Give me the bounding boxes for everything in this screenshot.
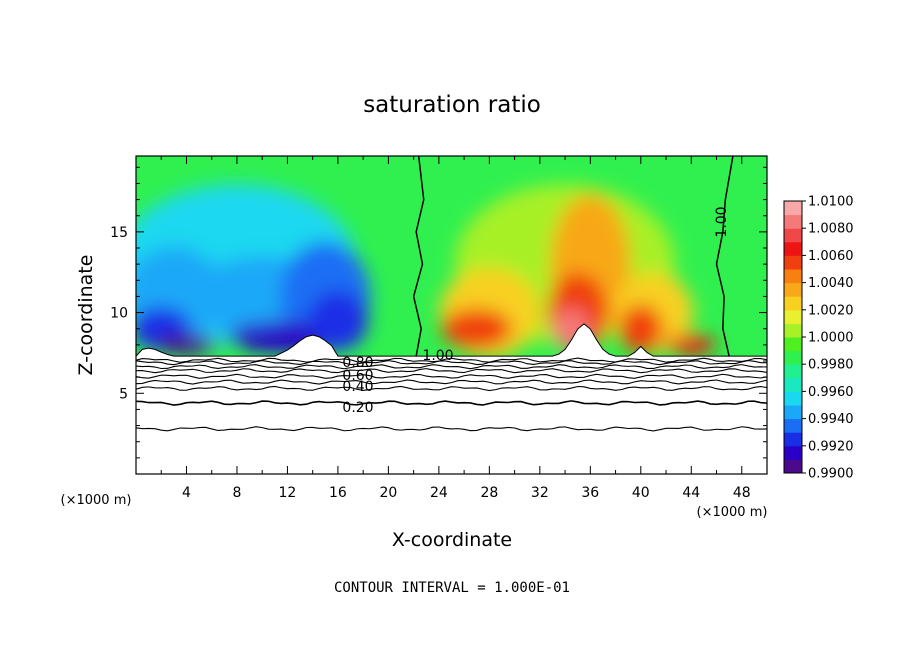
contour-label: 0.40 — [342, 379, 373, 395]
contour-line — [136, 400, 767, 406]
contour-label: 0.80 — [342, 355, 373, 371]
colorbar-swatch — [784, 255, 802, 270]
x-axis-ticks: 4 8 12 16 20 24 28 32 36 40 44 48 — [160, 156, 751, 501]
contour-label-1-00: 1.00 — [714, 206, 730, 237]
contour-line — [136, 364, 767, 370]
colorbar-swatch — [784, 214, 802, 229]
colorbar-tick-label: 0.9920 — [808, 439, 854, 454]
colorbar-swatch — [784, 377, 802, 392]
x-tick-label: 40 — [632, 485, 650, 501]
x-tick-label: 28 — [480, 485, 498, 501]
x-tick-label: 4 — [182, 485, 191, 501]
colorbar-swatch — [784, 337, 802, 352]
colorbar-swatch — [784, 391, 802, 406]
y-tick-label: 10 — [110, 306, 128, 322]
contour-label-1-00: 1.00 — [422, 348, 453, 364]
colorbar-swatch — [784, 350, 802, 365]
x-tick-label: 20 — [379, 485, 397, 501]
colorbar-swatch — [784, 201, 802, 216]
x-tick-label: 12 — [279, 485, 297, 501]
x-axis-label: X-coordinate — [392, 529, 512, 551]
colorbar-tick-label: 0.9980 — [808, 358, 854, 373]
contour-label: 0.20 — [342, 400, 373, 416]
x-tick-label: 24 — [430, 485, 448, 501]
saturation-field — [136, 156, 767, 357]
supersaturated-core — [441, 308, 512, 349]
colorbar-swatch — [784, 323, 802, 338]
contour-line-1-00-1 — [412, 156, 425, 357]
y-axis-ticks: 5 10 15 — [110, 166, 767, 459]
contour-lines — [136, 156, 767, 432]
colorbar-swatch — [784, 296, 802, 311]
y-tick-label: 15 — [110, 225, 128, 241]
contour-line — [136, 368, 767, 374]
colorbar-tick-label: 1.0100 — [808, 195, 854, 210]
x-tick-label: 8 — [232, 485, 241, 501]
contour-line — [136, 359, 767, 366]
colorbar-swatch — [784, 241, 802, 256]
colorbar-tick-label: 1.0080 — [808, 222, 854, 237]
supersaturated-core — [618, 304, 663, 353]
colorbar-swatch — [784, 459, 802, 474]
x-tick-label: 44 — [682, 485, 700, 501]
colorbar-tick-label: 1.0040 — [808, 276, 854, 291]
y-unit-label: (×1000 m) — [61, 493, 132, 508]
colorbar-swatch — [784, 228, 802, 243]
colorbar-swatch — [784, 282, 802, 297]
subsaturated-core — [156, 334, 217, 355]
colorbar-swatch — [784, 405, 802, 420]
contour-line — [136, 379, 767, 385]
chart-title: saturation ratio — [363, 92, 541, 118]
y-tick-label: 5 — [119, 386, 128, 402]
colorbar-tick-label: 1.0000 — [808, 331, 854, 346]
colorbar-tick-label: 1.0020 — [808, 303, 854, 318]
contour-line — [136, 373, 767, 379]
colorbar-swatch — [784, 432, 802, 447]
contour-line — [136, 426, 767, 432]
contour-interval-note: CONTOUR INTERVAL = 1.000E-01 — [334, 580, 570, 596]
x-unit-label: (×1000 m) — [697, 505, 768, 520]
colorbar-swatch — [784, 309, 802, 324]
x-tick-label: 32 — [531, 485, 549, 501]
field-region — [136, 156, 767, 357]
contour-labels: 0.800.600.40 0.20 1.00 1.00 — [342, 206, 730, 416]
colorbar-tick-label: 1.0060 — [808, 249, 854, 264]
plot-area — [136, 156, 767, 474]
plot-frame — [135, 155, 768, 475]
cloud-base-line — [136, 323, 767, 357]
colorbar-swatch — [784, 418, 802, 433]
x-tick-label: 36 — [581, 485, 599, 501]
colorbar-swatch — [784, 364, 802, 379]
contour-line-1-00-2 — [715, 156, 734, 357]
colorbar-tick-label: 0.9940 — [808, 412, 854, 427]
contour-line — [136, 385, 767, 392]
field-structures — [136, 184, 716, 357]
colorbar-swatch — [784, 445, 802, 460]
y-axis-label: Z-coordinate — [75, 255, 97, 376]
x-tick-label: 16 — [329, 485, 347, 501]
x-tick-label: 48 — [733, 485, 751, 501]
contour-line — [136, 357, 767, 363]
supersaturated-core — [667, 334, 716, 355]
colorbar-tick-label: 0.9900 — [808, 467, 854, 482]
subsaturated-core — [307, 290, 368, 351]
colorbar-tick-label: 0.9960 — [808, 385, 854, 400]
colorbar: 0.9900 0.9920 0.9940 0.9960 0.9980 1.0000 1.00… — [783, 195, 854, 482]
contour-label: 0.60 — [342, 368, 373, 384]
colorbar-swatch — [784, 269, 802, 284]
